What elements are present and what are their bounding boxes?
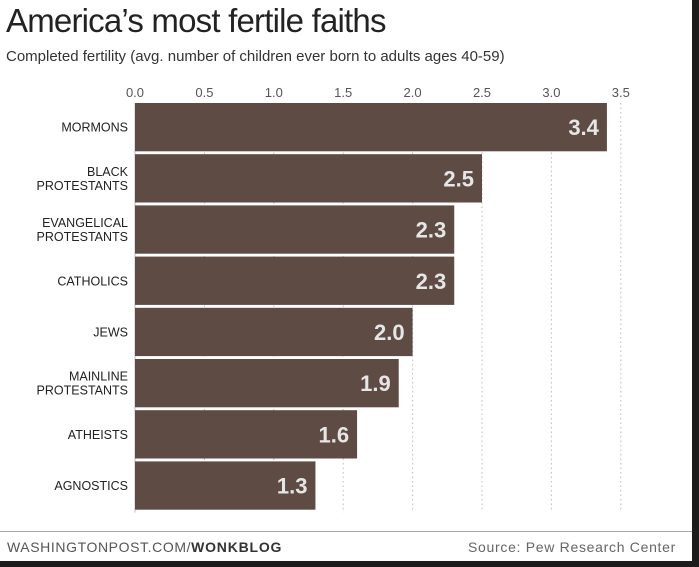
category-label: JEWS	[93, 325, 128, 339]
value-label: 1.9	[360, 371, 391, 396]
category-label: PROTESTANTS	[37, 179, 128, 193]
x-tick-label: 2.0	[404, 85, 422, 100]
bar	[135, 103, 607, 152]
x-tick-label: 0.0	[126, 85, 144, 100]
x-tick-label: 1.5	[334, 85, 352, 100]
chart-card: America’s most fertile faiths Completed …	[0, 0, 692, 561]
category-label: MORMONS	[61, 121, 128, 135]
value-label: 2.3	[416, 269, 447, 294]
x-axis-ticks: 0.0 0.5 1.0 1.5 2.0 2.5 3.0 3.5	[126, 85, 630, 100]
category-label: EVANGELICAL	[42, 216, 128, 230]
bar	[135, 410, 358, 459]
value-label: 1.3	[277, 474, 308, 499]
chart-title: America’s most fertile faiths	[6, 2, 386, 39]
bar	[135, 154, 482, 203]
category-labels: MORMONSBLACKPROTESTANTSEVANGELICALPROTES…	[37, 121, 129, 493]
category-label: BLACK	[87, 165, 129, 179]
category-label: ATHEISTS	[68, 428, 128, 442]
bar	[135, 256, 455, 305]
bar-chart: 0.0 0.5 1.0 1.5 2.0 2.5 3.0 3.5 3.4 2.5 2.3 2.3 2.0…	[37, 85, 630, 513]
value-label: 2.5	[443, 166, 474, 191]
bar	[135, 205, 455, 254]
category-label: AGNOSTICS	[54, 479, 128, 493]
footer-divider	[0, 531, 692, 532]
publisher-credit: WASHINGTONPOST.COM/WONKBLOG	[7, 539, 282, 555]
category-label: PROTESTANTS	[37, 230, 128, 244]
credit-bold: WONKBLOG	[191, 539, 283, 555]
x-tick-label: 0.5	[195, 85, 213, 100]
bar	[135, 461, 316, 510]
x-tick-label: 3.0	[542, 85, 560, 100]
source-note: Source: Pew Research Center	[468, 539, 676, 555]
x-tick-label: 2.5	[473, 85, 491, 100]
x-tick-label: 3.5	[612, 85, 630, 100]
credit-prefix: WASHINGTONPOST.COM/	[7, 539, 192, 555]
value-label: 2.3	[416, 218, 447, 243]
category-label: MAINLINE	[69, 370, 128, 384]
x-tick-label: 1.0	[265, 85, 283, 100]
category-label: PROTESTANTS	[37, 384, 128, 398]
bar	[135, 307, 413, 357]
value-label: 2.0	[374, 320, 405, 345]
chart-subtitle: Completed fertility (avg. number of chil…	[6, 48, 505, 65]
value-label: 3.4	[568, 115, 599, 140]
category-label: CATHOLICS	[57, 274, 128, 288]
value-label: 1.6	[318, 422, 349, 447]
bars: 3.4 2.5 2.3 2.3 2.0 1.9 1.6 1.3	[135, 103, 607, 510]
bar	[135, 359, 399, 408]
